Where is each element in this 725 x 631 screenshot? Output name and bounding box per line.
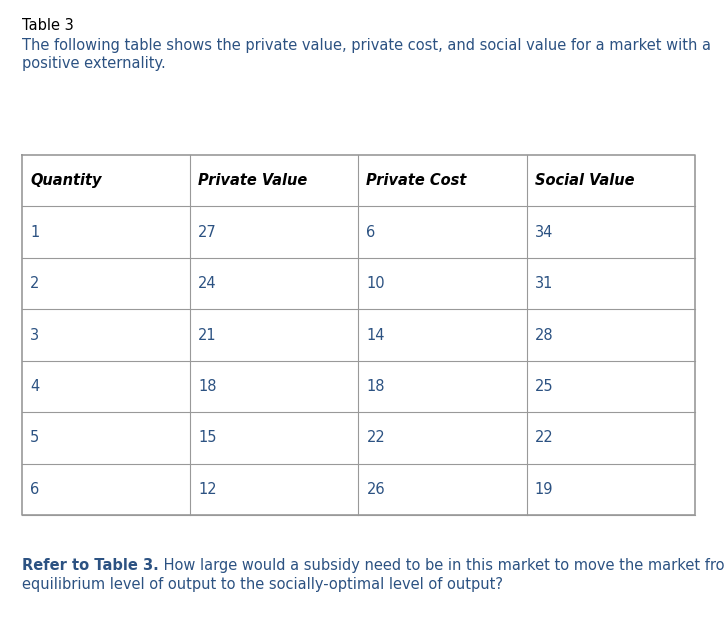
- Text: Social Value: Social Value: [535, 174, 634, 188]
- Text: 19: 19: [535, 482, 553, 497]
- Text: The following table shows the private value, private cost, and social value for : The following table shows the private va…: [22, 38, 711, 53]
- Text: 27: 27: [198, 225, 217, 240]
- Text: 4: 4: [30, 379, 39, 394]
- Text: 10: 10: [367, 276, 385, 291]
- Text: 18: 18: [367, 379, 385, 394]
- Text: Quantity: Quantity: [30, 174, 102, 188]
- Text: Private Value: Private Value: [198, 174, 307, 188]
- Text: 2: 2: [30, 276, 39, 291]
- Text: Private Cost: Private Cost: [367, 174, 467, 188]
- Text: 31: 31: [535, 276, 553, 291]
- Text: 5: 5: [30, 430, 39, 445]
- Text: positive externality.: positive externality.: [22, 56, 166, 71]
- Text: How large would a subsidy need to be in this market to move the market from the: How large would a subsidy need to be in …: [159, 558, 725, 573]
- Text: 18: 18: [198, 379, 217, 394]
- Text: 12: 12: [198, 482, 217, 497]
- Text: 22: 22: [367, 430, 385, 445]
- Text: 26: 26: [367, 482, 385, 497]
- Text: 6: 6: [367, 225, 376, 240]
- Text: 15: 15: [198, 430, 217, 445]
- Text: Refer to Table 3.: Refer to Table 3.: [22, 558, 159, 573]
- Text: 28: 28: [535, 327, 553, 343]
- Text: 34: 34: [535, 225, 553, 240]
- Text: 1: 1: [30, 225, 39, 240]
- Text: 3: 3: [30, 327, 39, 343]
- Text: equilibrium level of output to the socially-optimal level of output?: equilibrium level of output to the socia…: [22, 577, 503, 592]
- Text: 21: 21: [198, 327, 217, 343]
- Text: Table 3: Table 3: [22, 18, 74, 33]
- Text: 6: 6: [30, 482, 39, 497]
- Text: 24: 24: [198, 276, 217, 291]
- Text: 25: 25: [535, 379, 553, 394]
- Text: 22: 22: [535, 430, 553, 445]
- Text: 14: 14: [367, 327, 385, 343]
